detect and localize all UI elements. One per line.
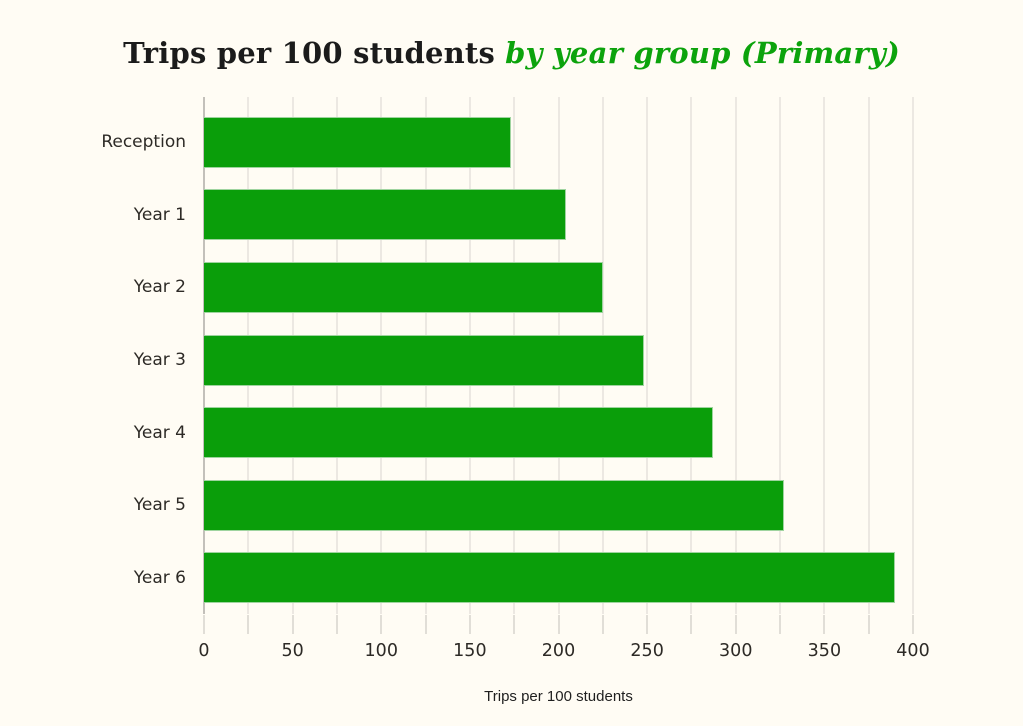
bar-year-3 bbox=[204, 334, 644, 386]
tick-225 bbox=[602, 615, 604, 634]
chart-title-accent: by year group (Primary) bbox=[505, 36, 900, 70]
bar-year-1 bbox=[204, 189, 566, 241]
tick-200 bbox=[558, 615, 559, 634]
tick-375 bbox=[868, 615, 870, 634]
x-tick-label-300: 300 bbox=[719, 641, 753, 661]
chart-title: Trips per 100 students by year group (Pri… bbox=[0, 36, 1023, 70]
chart-title-main: Trips per 100 students bbox=[123, 36, 496, 70]
category-label-reception: Reception bbox=[101, 132, 186, 153]
bar-row-reception: Reception bbox=[101, 106, 913, 179]
bar-row-year-2: Year 2 bbox=[134, 251, 913, 324]
bar-row-year-5: Year 5 bbox=[134, 469, 913, 542]
bar-year-5 bbox=[204, 479, 784, 531]
bar-row-year-6: Year 6 bbox=[134, 541, 913, 614]
category-label-year-5: Year 5 bbox=[133, 495, 186, 516]
gridline-250 bbox=[646, 97, 648, 614]
category-label-year-1: Year 1 bbox=[133, 204, 186, 225]
x-tick-label-50: 50 bbox=[281, 641, 304, 661]
bar-row-year-3: Year 3 bbox=[134, 324, 913, 397]
x-tick-label-150: 150 bbox=[453, 641, 487, 661]
tick-50 bbox=[292, 615, 294, 634]
x-tick-label-250: 250 bbox=[630, 641, 664, 661]
category-label-year-3: Year 3 bbox=[133, 350, 186, 371]
category-label-year-2: Year 2 bbox=[133, 277, 186, 298]
gridline-275 bbox=[690, 97, 692, 614]
gridline-375 bbox=[868, 97, 870, 614]
x-axis-ticks bbox=[203, 614, 914, 634]
gridline-300 bbox=[735, 97, 737, 614]
tick-100 bbox=[380, 615, 382, 634]
tick-250 bbox=[646, 615, 648, 634]
x-tick-label-200: 200 bbox=[541, 641, 576, 661]
gridline-350 bbox=[823, 97, 825, 614]
bar-row-year-1: Year 1 bbox=[134, 179, 913, 252]
tick-350 bbox=[823, 615, 825, 634]
gridline-400 bbox=[912, 97, 914, 614]
category-label-year-6: Year 6 bbox=[133, 567, 186, 588]
tick-400 bbox=[912, 615, 914, 634]
bar-row-year-4: Year 4 bbox=[134, 396, 913, 469]
x-tick-label-100: 100 bbox=[364, 641, 398, 661]
tick-150 bbox=[469, 615, 471, 634]
tick-275 bbox=[690, 615, 692, 634]
tick-75 bbox=[336, 615, 338, 634]
plot-area: Reception Year 1 Year 2 Year 3 Year 4 Year 5 Y… bbox=[101, 97, 930, 661]
bar-year-2 bbox=[204, 261, 603, 313]
tick-175 bbox=[513, 615, 515, 634]
category-label-year-4: Year 4 bbox=[133, 422, 186, 443]
x-axis-title: Trips per 100 students bbox=[484, 688, 633, 705]
tick-125 bbox=[425, 615, 427, 634]
x-axis-tick-labels: 0 50 100 150 200 250 300 350 400 bbox=[198, 641, 929, 663]
x-tick-label-0: 0 bbox=[198, 641, 210, 661]
x-tick-label-400: 400 bbox=[896, 641, 930, 661]
tick-25 bbox=[247, 615, 249, 634]
x-tick-label-350: 350 bbox=[807, 641, 842, 661]
bar-year-6 bbox=[204, 552, 896, 604]
bar-rows: Reception Year 1 Year 2 Year 3 Year 4 Year 5 Y… bbox=[101, 106, 913, 614]
tick-300 bbox=[735, 615, 737, 634]
bar-reception bbox=[204, 116, 511, 168]
tick-0 bbox=[203, 615, 205, 634]
bar-year-4 bbox=[204, 407, 713, 459]
tick-325 bbox=[779, 615, 781, 634]
gridline-325 bbox=[779, 97, 781, 614]
